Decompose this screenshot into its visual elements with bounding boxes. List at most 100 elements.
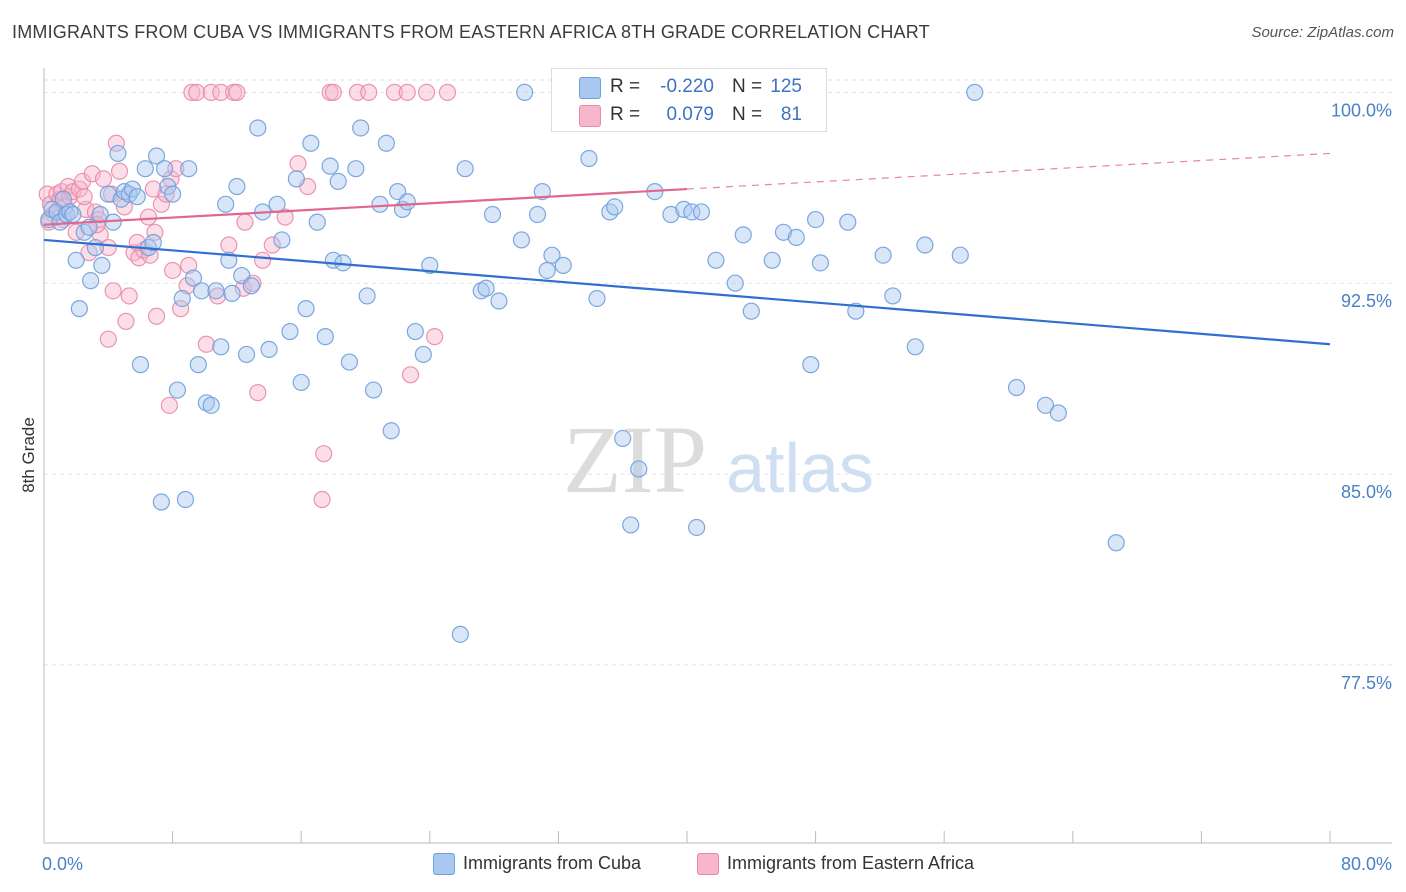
legend-eafrica-swatch: [697, 853, 719, 875]
cuba-point: [533, 182, 551, 201]
y-tick-label: 100.0%: [1331, 100, 1392, 120]
eafrica-point: [202, 83, 220, 101]
cuba-point: [802, 356, 820, 374]
cuba-point: [287, 170, 305, 188]
legend-cuba-label: Immigrants from Cuba: [463, 853, 642, 873]
cuba-point: [223, 284, 241, 302]
eafrica-point: [417, 83, 436, 101]
cuba-point: [329, 172, 347, 191]
eafrica-point: [83, 165, 101, 183]
cuba-point: [131, 356, 150, 374]
eafrica-point: [236, 213, 254, 231]
eafrica-point: [385, 83, 404, 101]
cuba-point: [358, 287, 376, 305]
eafrica-point: [164, 261, 182, 280]
cuba-point: [189, 356, 207, 374]
eafrica-point: [183, 83, 201, 101]
cuba-point: [128, 188, 146, 206]
eafrica-trend-line: [43, 187, 688, 226]
cuba-point: [249, 119, 267, 137]
cuba-point: [726, 274, 744, 292]
cuba-point: [966, 83, 984, 101]
eafrica-point: [313, 490, 331, 509]
eafrica-point: [188, 83, 206, 101]
y-tick-label: 92.5%: [1341, 291, 1392, 311]
cuba-point: [483, 205, 502, 224]
eafrica-point: [324, 83, 342, 101]
cuba-point: [456, 160, 474, 178]
cuba-point: [906, 338, 924, 356]
eafrica-point: [75, 188, 93, 206]
eafrica-point: [144, 180, 162, 198]
cuba-swatch: [579, 77, 601, 99]
eafrica-point: [139, 208, 158, 226]
trend-lines: [43, 152, 1331, 346]
eafrica-point: [254, 251, 272, 269]
cuba-point: [1049, 404, 1067, 422]
cuba-point: [152, 493, 170, 511]
y-tick-label: 77.5%: [1341, 673, 1392, 693]
cuba-point: [811, 254, 830, 272]
cuba-point: [164, 185, 182, 203]
watermark-zip: ZIP: [563, 406, 707, 513]
cuba-point: [707, 251, 725, 269]
cuba-point: [217, 195, 235, 213]
eafrica-point: [99, 238, 117, 257]
cuba-point: [207, 282, 225, 300]
r-label: R =: [610, 76, 641, 97]
cuba-point: [614, 429, 632, 448]
x-tick-label-end: 80.0%: [1341, 854, 1392, 874]
eafrica-point: [104, 282, 122, 300]
eafrica-point: [110, 162, 129, 180]
cuba-point: [951, 246, 969, 264]
eafrica-point: [398, 83, 416, 101]
gridlines: [44, 79, 1392, 666]
cuba-point: [292, 373, 310, 392]
eafrica-point: [38, 185, 56, 203]
n-label: N =: [732, 76, 763, 97]
cuba-point: [260, 340, 278, 358]
cuba-point: [302, 134, 320, 152]
legend-cuba-swatch: [433, 853, 455, 875]
cuba-point: [512, 231, 531, 249]
eafrica-n-value: 81: [780, 104, 802, 125]
cuba-point: [622, 516, 640, 534]
tick-labels: 100.0% 92.5% 85.0% 77.5% 0.0% 80.0%: [42, 100, 1392, 874]
cuba-point: [382, 422, 400, 440]
cuba-point: [377, 134, 395, 152]
cuba-point: [93, 256, 111, 274]
cuba-point: [297, 300, 315, 318]
cuba-point: [884, 287, 902, 305]
eafrica-point: [160, 396, 178, 414]
cuba-point: [554, 256, 572, 274]
eafrica-point: [99, 330, 117, 348]
cuba-point: [109, 144, 127, 163]
cuba-point: [477, 279, 495, 297]
cuba-point: [839, 213, 857, 231]
cuba-point: [82, 272, 100, 290]
cuba-point: [606, 198, 624, 216]
cuba-point: [406, 322, 424, 341]
cuba-point: [688, 518, 706, 537]
cuba-point: [421, 256, 439, 274]
eafrica-point: [360, 83, 378, 101]
cuba-point: [490, 292, 508, 310]
eafrica-point: [426, 328, 444, 346]
cuba-point: [202, 396, 220, 414]
eafrica-point: [315, 445, 333, 463]
cuba-point: [70, 300, 88, 318]
cuba-point: [763, 251, 781, 269]
series-cuba: [40, 83, 1125, 643]
cuba-point: [197, 394, 215, 412]
cuba-point: [316, 328, 334, 346]
cuba-point: [692, 203, 711, 221]
cuba-point: [184, 269, 203, 287]
eafrica-point: [94, 170, 113, 188]
axes: [43, 68, 1392, 844]
cuba-point: [806, 210, 825, 229]
cuba-point: [538, 261, 556, 280]
eafrica-point: [220, 236, 238, 254]
cuba-point: [588, 289, 606, 308]
cuba-point: [1107, 534, 1125, 552]
